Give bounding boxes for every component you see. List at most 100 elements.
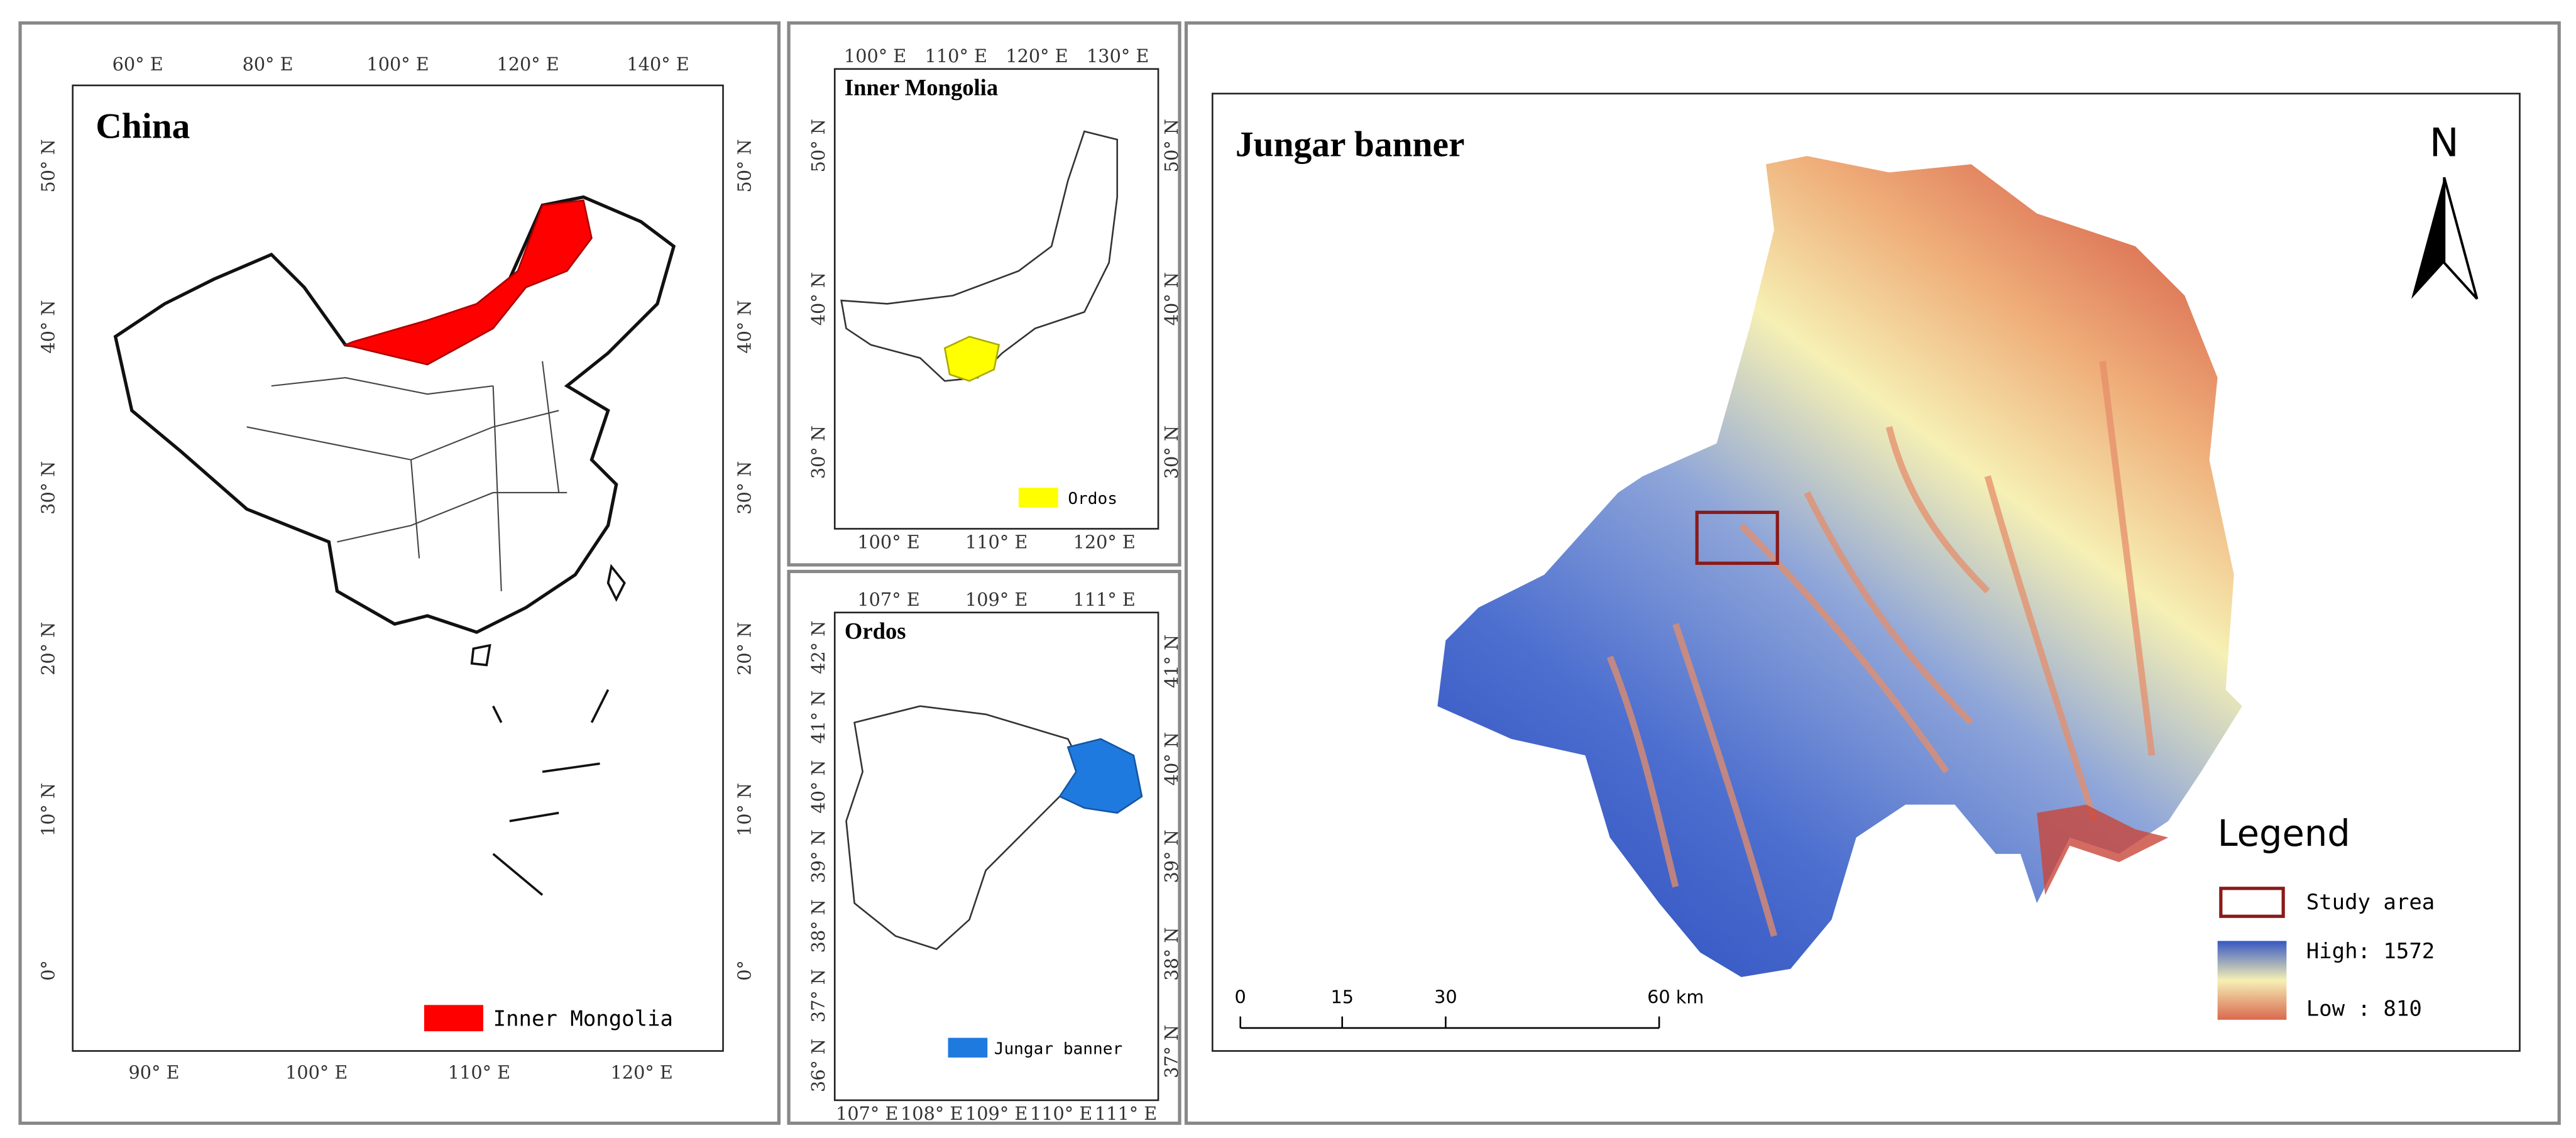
x-tick-label: 100° E: [285, 1062, 348, 1083]
y-tick-label: 41° N: [1161, 635, 1182, 688]
y-tick-label: 50° N: [38, 139, 59, 192]
drainage: [1606, 361, 2156, 938]
x-tick-label: 110° E: [965, 531, 1028, 552]
map-frame: [72, 84, 724, 1052]
legend-label: Low : 810: [2306, 997, 2422, 1022]
x-tick-label: 140° E: [627, 53, 689, 75]
x-tick-label: 107° E: [836, 1103, 898, 1124]
y-tick-label: 39° N: [808, 829, 829, 883]
scale-label: 60 km: [1647, 987, 1704, 1008]
x-tick-label: 120° E: [611, 1062, 673, 1083]
x-tick-label: 108° E: [901, 1103, 963, 1124]
x-tick-label: 111° E: [1095, 1103, 1157, 1124]
map-frame: [833, 611, 1159, 1102]
y-tick-label: 10° N: [734, 783, 755, 836]
x-tick-label: 109° E: [965, 589, 1028, 610]
inner-mongolia-region: [343, 199, 593, 366]
jungar-region: [1058, 738, 1143, 814]
y-tick-label: 40° N: [38, 300, 59, 353]
map-title: Inner Mongolia: [845, 75, 998, 101]
tick-labels: 60° E 80° E 100° E 120° E 140° E 90° E 100° E 1…: [38, 45, 1182, 1124]
legend-swatch: [424, 1005, 483, 1032]
panel-frame: [18, 21, 781, 1125]
scale-label: 0: [1235, 987, 1246, 1008]
islands: [470, 564, 626, 896]
x-tick-label: 100° E: [366, 53, 429, 75]
y-tick-label: 50° N: [734, 139, 755, 192]
y-tick-label: 50° N: [1161, 119, 1182, 172]
x-tick-label: 110° E: [1030, 1103, 1092, 1124]
x-tick-label: 60° E: [112, 53, 163, 75]
y-tick-label: 40° N: [734, 300, 755, 353]
x-tick-label: 90° E: [129, 1062, 180, 1083]
panel-frame: [1184, 21, 2561, 1125]
x-tick-label: 109° E: [965, 1103, 1028, 1124]
legend-label: Jungar banner: [994, 1039, 1122, 1058]
scale-bar: 0 15 30 60 km: [1235, 987, 1704, 1029]
y-tick-label: 38° N: [1161, 927, 1182, 980]
map-title: Ordos: [845, 618, 906, 644]
y-tick-label: 30° N: [1161, 425, 1182, 479]
legend-label: High: 1572: [2306, 939, 2435, 964]
x-tick-label: 110° E: [925, 45, 987, 67]
y-tick-label: 40° N: [808, 272, 829, 326]
y-tick-label: 36° N: [808, 1039, 829, 1092]
ordos-region: [943, 336, 1000, 382]
legend-label: Inner Mongolia: [493, 1006, 673, 1031]
y-tick-label: 20° N: [734, 622, 755, 676]
x-tick-label: 130° E: [1087, 45, 1149, 67]
map-frame: [1211, 92, 2521, 1052]
north-label: N: [2430, 119, 2459, 165]
scale-label: 15: [1330, 987, 1354, 1008]
low-area: [2037, 804, 2169, 895]
legend-title: Legend: [2218, 812, 2350, 855]
legend-label: Ordos: [1068, 490, 1117, 508]
y-tick-label: 30° N: [808, 425, 829, 479]
x-tick-label: 100° E: [857, 531, 919, 552]
y-tick-label: 39° N: [1161, 829, 1182, 883]
y-tick-label: 20° N: [38, 622, 59, 676]
y-tick-label: 37° N: [1161, 1025, 1182, 1078]
y-tick-label: 30° N: [38, 461, 59, 515]
x-tick-label: 120° E: [1073, 531, 1136, 552]
legend-swatch: [2219, 887, 2285, 918]
province-lines: [246, 361, 567, 591]
dem-surface: [1437, 156, 2242, 977]
study-area-box: [1695, 510, 1779, 565]
map-frame: [833, 68, 1159, 530]
y-tick-label: 40° N: [1161, 272, 1182, 326]
north-arrow: [2443, 177, 2479, 300]
y-tick-label: 0°: [38, 960, 59, 981]
x-tick-label: 120° E: [1006, 45, 1068, 67]
ordos-outline: [845, 705, 1086, 950]
scale-label: 30: [1434, 987, 1457, 1008]
map-title: Jungar banner: [1236, 124, 1465, 164]
inner-mongolia-outline: [840, 130, 1119, 382]
y-tick-label: 40° N: [808, 760, 829, 813]
legend-ramp: [2217, 941, 2287, 1020]
y-tick-label: 38° N: [808, 899, 829, 953]
y-tick-label: 10° N: [38, 783, 59, 836]
legend-swatch: [1018, 488, 1058, 508]
legend-swatch: [948, 1037, 988, 1058]
y-tick-label: 41° N: [808, 690, 829, 743]
legend-label: Study area: [2306, 890, 2435, 915]
panel-frame: [787, 569, 1181, 1125]
y-tick-label: 37° N: [808, 969, 829, 1022]
y-tick-label: 0°: [734, 960, 755, 981]
map-title: China: [96, 107, 190, 146]
china-outline: [113, 195, 676, 634]
y-tick-label: 30° N: [734, 461, 755, 515]
x-tick-label: 107° E: [857, 589, 919, 610]
x-tick-label: 120° E: [496, 53, 559, 75]
x-tick-label: 100° E: [844, 45, 906, 67]
y-tick-label: 42° N: [808, 621, 829, 674]
x-tick-label: 80° E: [243, 53, 293, 75]
x-tick-label: 111° E: [1073, 589, 1136, 610]
x-tick-label: 110° E: [448, 1062, 510, 1083]
y-tick-label: 40° N: [1161, 732, 1182, 785]
panel-frame: [787, 21, 1181, 567]
y-tick-label: 50° N: [808, 119, 829, 172]
